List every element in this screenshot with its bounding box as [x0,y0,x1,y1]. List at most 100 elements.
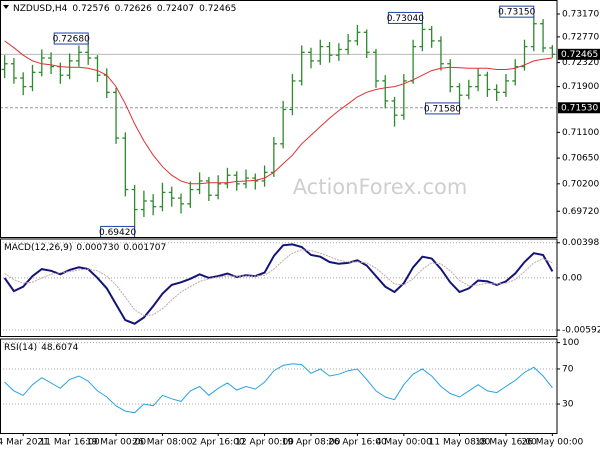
price-bar [20,72,27,96]
price-bar [502,74,509,97]
price-bar [530,15,537,52]
indicator-header: RSI(14) 48.6074 [4,343,79,353]
y-tick-label: 0.72770 [562,32,599,42]
level-label-box [558,102,600,114]
annotation-box [425,102,461,115]
y-tick-label: -0.005924 [562,326,600,336]
header-close: 0.72465 [199,4,236,14]
x-tick-label: 26 May 00:00 [521,438,583,448]
x-tick-label: 12 Apr 00:00 [235,438,294,448]
moving-average [4,40,553,185]
y-tick-label: 0.003988 [562,238,600,248]
price-bar [280,100,287,149]
price-bar [345,34,352,55]
x-tick-label: 11 Mar 16:00 [40,438,100,448]
annotation-box [53,32,89,45]
price-bar [475,68,482,92]
price-bar [549,45,556,58]
price-bar [428,26,435,48]
annotation-label: 0.71580 [424,104,461,114]
y-tick-label: 70 [562,364,574,374]
price-bar [437,36,444,71]
x-tick-label: 19 Apr 08:00 [282,438,341,448]
price-bar [187,181,194,208]
price-bar [512,59,519,86]
x-tick-label: 11 May 08:00 [429,438,491,448]
price-bar [205,176,212,201]
price-bar [289,74,296,116]
price-bar [252,173,259,190]
x-tick-label: 4 May 00:00 [376,438,432,448]
price-bar [540,19,547,53]
price-bar [400,74,407,120]
price-bar [326,42,333,63]
price-bar [94,55,101,83]
header-open: 0.72576 [72,4,109,14]
indicator-line [4,249,553,317]
y-tick-label: 0.70200 [562,179,599,189]
price-bar [372,48,379,88]
current-price-label: 0.72465 [561,50,598,60]
y-tick-label: 30 [562,400,574,410]
price-bar [224,167,231,189]
price-bar [419,21,426,52]
indicator-line [4,363,553,414]
price-bar [447,59,454,93]
price-bar [465,79,472,100]
indicator-title: MACD(12,26,9) [4,243,72,253]
y-tick-label: 0.73170 [562,10,599,20]
price-bar [196,172,203,195]
watermark: ActionForex.com [293,175,468,199]
panel-frame [0,238,558,337]
price-bar [140,190,147,217]
price-bar [354,24,361,46]
price-bar [113,87,120,144]
price-bar [48,52,55,75]
x-tick-label: 19 Mar 00:00 [86,438,146,448]
indicator-title: RSI(14) [4,343,37,353]
price-bar [38,49,45,77]
header-low: 0.72407 [157,4,194,14]
price-bar [75,45,82,67]
price-bar [150,194,157,216]
chart-header: NZDUSD,H4 0.72576 0.72626 0.72407 0.72465 [13,4,236,14]
price-bar [456,83,463,105]
price-bar [85,42,92,65]
price-bar [382,75,389,109]
price-bar [484,71,491,97]
price-bar [307,47,314,69]
price-bar [233,171,240,191]
price-bar [391,96,398,127]
y-tick-label: 100 [562,338,579,348]
current-price-box [558,48,600,60]
chart-title: NZDUSD,H4 [13,4,68,14]
price-bar [131,184,138,229]
price-bar [243,169,250,189]
price-bar [493,84,500,101]
annotation-label: 0.72680 [53,35,90,45]
indicator-value: 0.001707 [123,243,166,253]
header-icon [3,5,9,9]
price-bar [178,193,185,214]
y-tick-label: 0.70650 [562,154,599,164]
price-bar [335,43,342,61]
annotation-box [499,5,535,18]
x-tick-label: 4 Mar 2021 [0,438,49,448]
x-tick-label: 18 May 16:00 [475,438,537,448]
annotation-label: 0.69420 [99,228,136,238]
panel-frame [0,0,558,238]
annotation-box [387,11,423,24]
price-bar [317,39,324,65]
price-bar [261,165,268,187]
indicator-value: 48.6074 [41,343,78,353]
annotation-label: 0.73150 [498,8,535,18]
y-tick-label: 0.72320 [562,58,599,68]
price-bar [29,64,36,92]
y-tick-label: 0.00 [562,273,582,283]
y-tick-label: 0.69720 [562,207,599,217]
price-bar [122,132,129,197]
indicator-value: 0.000730 [76,243,119,253]
price-bar [298,45,305,86]
level-label: 0.71530 [561,103,598,113]
